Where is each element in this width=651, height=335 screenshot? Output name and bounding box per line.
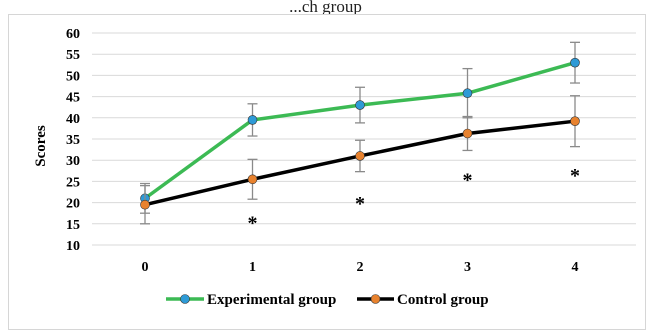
y-tick-label: 35 [66,133,80,148]
data-point [247,115,258,125]
x-axis-ticks: 0 1 2 3 4 [142,260,579,275]
x-tick-label: 1 [249,260,256,275]
legend-item-experimental: Experimental group [166,292,336,308]
y-tick-label: 45 [66,91,80,106]
series-control [140,95,580,225]
series-layer [140,41,580,225]
y-tick-label: 20 [66,197,80,212]
series-line [143,60,576,200]
data-point [355,151,365,161]
data-point [462,88,473,99]
annotations: * * * * [248,165,581,234]
legend-label: Control group [397,292,489,308]
chart-title-partial: ...ch group [289,0,362,14]
significance-asterisk: * [248,213,258,235]
gridlines [92,32,636,246]
significance-asterisk: * [570,165,580,187]
data-point [462,128,473,139]
y-tick-label: 15 [66,218,80,233]
legend: Experimental group Control group [166,292,489,308]
data-point [570,57,580,68]
x-tick-label: 0 [142,260,149,275]
data-point [355,100,365,110]
x-tick-label: 4 [572,260,579,275]
y-axis-title: Scores [33,125,49,167]
y-tick-label: 10 [66,239,80,254]
significance-asterisk: * [463,169,473,191]
data-point [247,174,258,185]
chart-frame [8,14,646,330]
significance-asterisk: * [355,193,365,215]
data-point [570,116,580,126]
x-tick-label: 3 [464,260,471,275]
legend-item-control: Control group [357,292,489,308]
legend-swatch-marker [370,294,381,304]
x-tick-label: 2 [357,260,364,275]
legend-swatch-marker [180,294,190,304]
y-tick-label: 50 [66,69,80,84]
y-tick-label: 25 [66,175,80,190]
y-tick-label: 40 [66,112,80,127]
legend-label: Experimental group [207,292,336,308]
y-axis-ticks: 10 15 20 25 30 35 40 45 50 55 60 [66,27,80,254]
y-tick-label: 60 [66,27,80,42]
y-tick-label: 30 [66,154,80,169]
y-tick-label: 55 [66,48,80,63]
data-point [140,199,150,210]
